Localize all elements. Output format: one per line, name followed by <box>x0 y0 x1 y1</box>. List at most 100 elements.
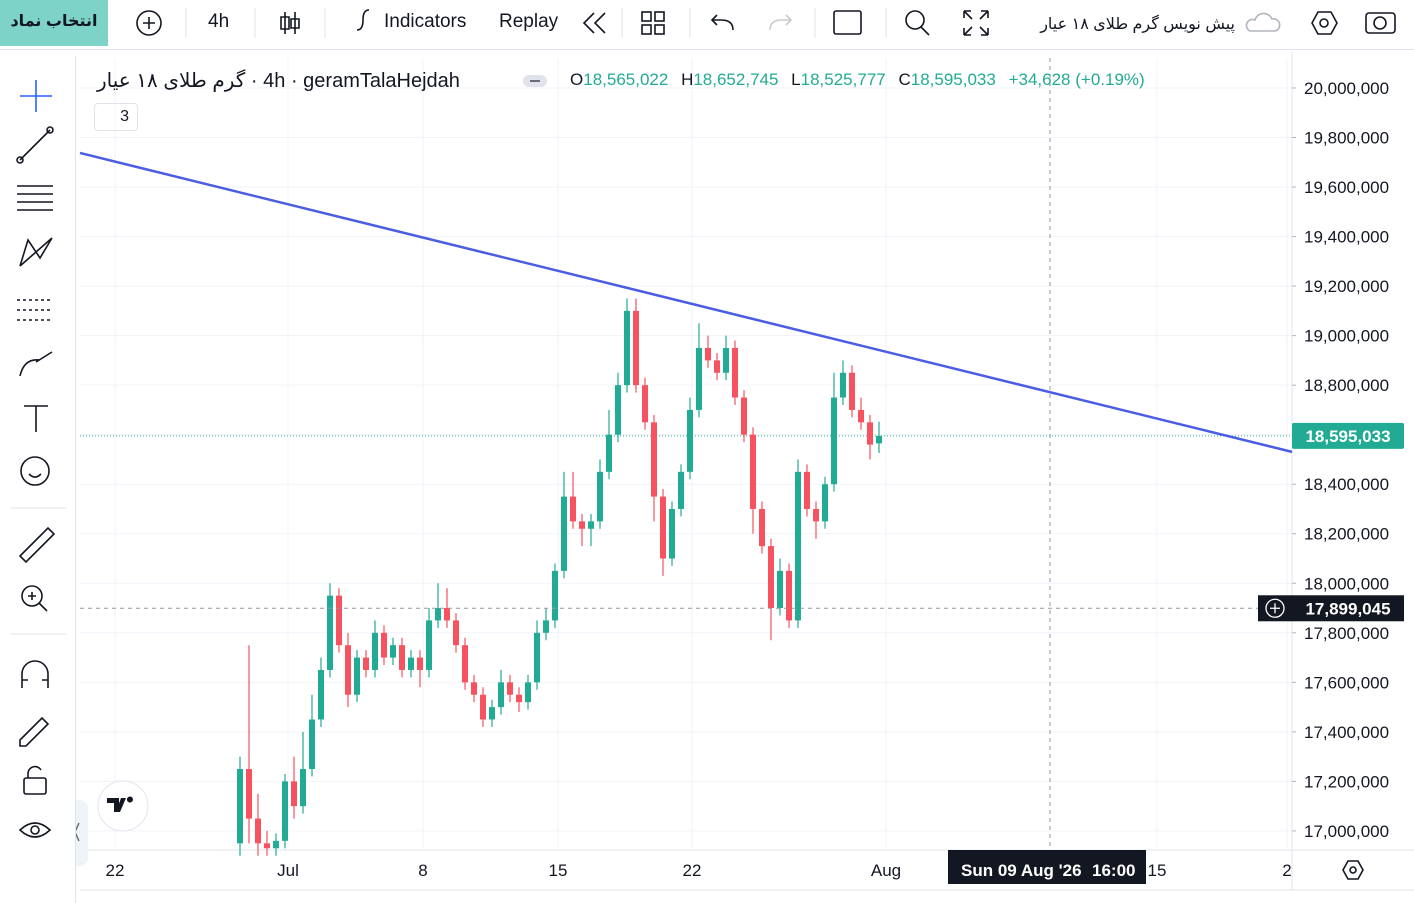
crosshair-add-plus <box>1270 603 1280 614</box>
y-tick-label: 19,600,000 <box>1304 178 1389 197</box>
candle-body <box>858 409 864 423</box>
candle-body <box>480 694 486 720</box>
close-value: 18,595,033 <box>910 70 996 89</box>
text-tool[interactable] <box>24 405 48 432</box>
pattern-tool[interactable] <box>19 237 53 267</box>
interval-button[interactable]: 4h <box>208 11 230 32</box>
cloud-icon <box>1245 12 1281 32</box>
candle-body <box>408 657 414 670</box>
trendline-tool[interactable] <box>19 129 51 161</box>
legend-ticker: geramTalaHejdah <box>303 70 460 92</box>
candle-body <box>696 348 702 410</box>
candle-body <box>498 682 504 708</box>
candle-body <box>363 657 369 670</box>
tv-logo <box>107 796 133 812</box>
replay-button[interactable]: Replay <box>499 11 559 32</box>
y-tick-label: 19,400,000 <box>1304 228 1389 247</box>
candle-body <box>822 484 828 522</box>
candle-body <box>786 570 792 621</box>
drawing-toolbar <box>0 56 76 903</box>
crosshair-tool[interactable] <box>20 80 52 112</box>
candle-body <box>723 348 729 373</box>
settings-gear[interactable] <box>1342 860 1364 880</box>
fx-icon[interactable] <box>356 9 370 31</box>
candle-body <box>795 471 801 621</box>
layout-name[interactable]: پیش نویس گرم طلای ۱۸ عیار <box>1040 16 1235 33</box>
candle-body <box>606 434 612 472</box>
low-label: L <box>791 70 801 89</box>
y-tick-label: 17,800,000 <box>1304 624 1389 643</box>
candle-body <box>642 385 648 423</box>
x-tick-label: Jul <box>277 861 299 880</box>
add-icon[interactable] <box>136 10 162 36</box>
zoom-tool[interactable] <box>21 585 43 607</box>
projection-tool[interactable] <box>17 299 53 321</box>
visibility-tool[interactable] <box>18 822 52 838</box>
candle-body <box>390 645 396 658</box>
search-icon[interactable] <box>905 10 925 30</box>
settings-icon[interactable] <box>1311 11 1338 35</box>
fib-tool[interactable] <box>17 185 53 211</box>
lock-draw-tool[interactable] <box>19 716 50 747</box>
candle-body <box>246 769 252 819</box>
symbol-name: گرم طلای ۱۸ عیار <box>97 70 246 92</box>
candle-body <box>660 496 666 559</box>
y-tick-label: 18,800,000 <box>1304 376 1389 395</box>
candle-body <box>309 719 315 770</box>
symbol-button[interactable]: انتخاب نماد <box>0 0 108 46</box>
indicators-button[interactable]: Indicators <box>384 11 467 32</box>
candle-body <box>435 608 441 621</box>
ohlc-values: O18,565,022 H18,652,745 L18,525,777 C18,… <box>570 70 1153 90</box>
chart-type-icon[interactable] <box>280 12 300 34</box>
brush-tool[interactable] <box>19 351 53 377</box>
crosshair-price-box <box>1292 595 1404 622</box>
candle-body <box>300 769 306 807</box>
lock-tool[interactable] <box>23 777 47 795</box>
candle-body <box>372 632 378 670</box>
last-price-box <box>1292 422 1404 449</box>
y-tick-label: 20,000,000 <box>1304 79 1389 98</box>
close-label: C <box>898 70 911 89</box>
layout-icon[interactable] <box>833 10 862 35</box>
candle-body <box>534 632 540 683</box>
candle-body <box>489 707 495 720</box>
candle-body <box>831 397 837 485</box>
candle-body <box>399 645 405 670</box>
candle-body <box>273 840 279 849</box>
x-tick-label: 2 <box>1282 861 1291 880</box>
candle-body <box>345 645 351 695</box>
last-price-label: 18,595,033 <box>1305 427 1390 446</box>
emoji-tool[interactable] <box>20 456 50 486</box>
drawing-tools <box>10 80 66 838</box>
magnet-tool[interactable] <box>21 660 49 688</box>
undo-icon[interactable] <box>710 14 734 31</box>
candle-body <box>687 409 693 472</box>
replay-icon[interactable] <box>582 12 606 34</box>
y-tick-label: 18,200,000 <box>1304 525 1389 544</box>
candle-body <box>813 508 819 522</box>
high-value: 18,652,745 <box>693 70 779 89</box>
candle-body <box>282 781 288 841</box>
y-tick-label: 17,600,000 <box>1304 673 1389 692</box>
crosshair-add-icon <box>1265 598 1285 618</box>
candle-body <box>759 508 765 547</box>
crosshair-date-label: Sun 09 Aug '26 <box>961 861 1082 880</box>
candle-body <box>633 310 639 386</box>
candle-body <box>291 781 297 807</box>
indicators-toggle[interactable]: 3 <box>94 103 138 131</box>
camera-icon[interactable] <box>1365 12 1396 34</box>
x-tick-label: 8 <box>418 861 427 880</box>
fullscreen-icon[interactable] <box>963 10 989 36</box>
crosshair-price-label: 17,899,045 <box>1305 599 1390 618</box>
candle-body <box>669 508 675 559</box>
candle-body <box>336 595 342 646</box>
candle-body <box>768 546 774 609</box>
ruler-tool[interactable] <box>18 526 56 564</box>
tv-logo-bg <box>97 780 149 832</box>
symbol-legend: گرم طلای ۱۸ عیار · 4h · geramTalaHejdah <box>97 68 460 93</box>
x-tick-label: 22 <box>106 861 125 880</box>
y-tick-label: 19,000,000 <box>1304 327 1389 346</box>
crosshair-time-label: 16:00 <box>1092 861 1135 880</box>
candle-body <box>462 645 468 683</box>
